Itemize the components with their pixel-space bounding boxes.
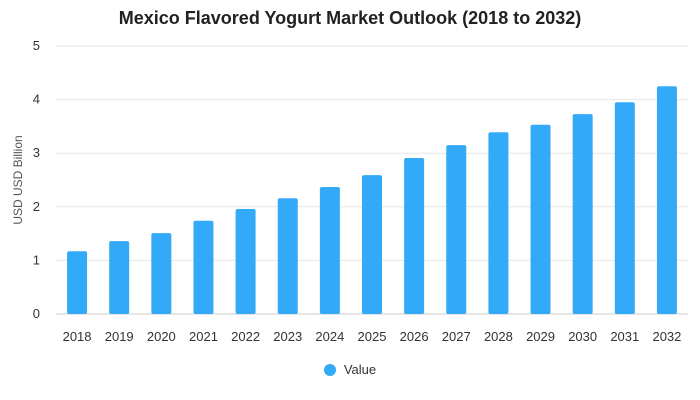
x-tick-label: 2023 (273, 329, 302, 344)
y-tick-label: 5 (33, 38, 40, 53)
x-tick-label: 2030 (568, 329, 597, 344)
chart-title: Mexico Flavored Yogurt Market Outlook (2… (118, 8, 582, 28)
legend[interactable]: Value (0, 362, 700, 377)
y-tick-label: 0 (33, 306, 40, 321)
x-tick-label: 2028 (484, 329, 513, 344)
x-tick-label: 2021 (189, 329, 218, 344)
bar[interactable] (362, 175, 382, 314)
bar[interactable] (235, 208, 256, 314)
legend-label: Value (343, 362, 377, 377)
x-tick-label: 2031 (610, 329, 639, 344)
x-tick-label: 2027 (442, 329, 471, 344)
bar[interactable] (572, 114, 593, 315)
y-tick-labels: 0 1 2 3 4 5 (33, 38, 40, 321)
x-tick-label: 2025 (358, 329, 387, 344)
x-tick-label: 2029 (526, 329, 555, 344)
bar[interactable] (488, 132, 509, 314)
bars (67, 86, 677, 315)
bar[interactable] (277, 198, 298, 314)
bar[interactable] (530, 124, 551, 315)
bar[interactable] (404, 158, 425, 314)
y-tick-label: 1 (33, 252, 40, 267)
legend-marker (323, 363, 336, 376)
x-tick-labels: 2018 2019 2020 2021 2022 2023 2024 2025 2026 2027… (63, 329, 682, 344)
bar[interactable] (614, 102, 635, 314)
bar[interactable] (446, 145, 467, 314)
bar[interactable] (193, 220, 214, 314)
x-tick-label: 2024 (315, 329, 344, 344)
bar[interactable] (151, 233, 172, 314)
x-tick-label: 2022 (231, 329, 260, 344)
x-tick-label: 2018 (63, 329, 92, 344)
bar[interactable] (67, 251, 88, 314)
x-tick-label: 2026 (400, 329, 429, 344)
bar[interactable] (656, 86, 677, 314)
y-tick-label: 4 (33, 92, 40, 107)
x-tick-label: 2032 (652, 329, 681, 344)
bar[interactable] (109, 241, 130, 314)
x-tick-label: 2019 (105, 329, 134, 344)
y-tick-label: 2 (33, 199, 40, 214)
x-tick-label: 2020 (147, 329, 176, 344)
y-tick-label: 3 (33, 145, 40, 160)
bar[interactable] (319, 186, 340, 314)
